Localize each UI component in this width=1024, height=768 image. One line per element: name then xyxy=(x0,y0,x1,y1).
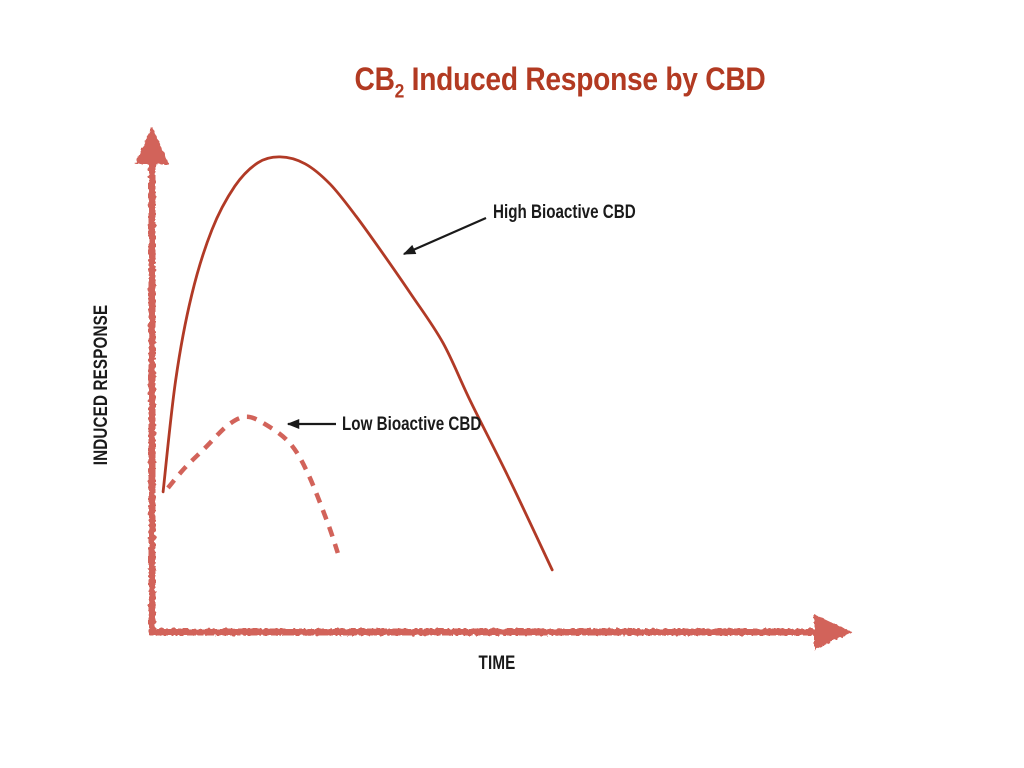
axes xyxy=(135,126,852,650)
annotation-arrows xyxy=(286,216,487,429)
page-title: CB2 Induced Response by CBD xyxy=(152,61,969,103)
high-bioactive-label: High Bioactive CBD xyxy=(493,202,636,223)
x-axis-label: TIME xyxy=(478,653,516,674)
x-axis-arrowhead-icon xyxy=(814,614,852,650)
low-bioactive-label: Low Bioactive CBD xyxy=(342,414,482,435)
low-bioactive-curve xyxy=(166,414,340,554)
title-base: CB xyxy=(354,61,395,97)
y-axis-label: INDUCED RESPONSE xyxy=(91,304,112,466)
y-axis-arrowhead-icon xyxy=(135,126,169,164)
high-bioactive-curve xyxy=(161,155,554,572)
high-cbd-arrow xyxy=(402,216,487,256)
curve-layer xyxy=(161,155,554,572)
title-rest: Induced Response by CBD xyxy=(404,61,766,97)
title-subscript: 2 xyxy=(394,80,405,103)
